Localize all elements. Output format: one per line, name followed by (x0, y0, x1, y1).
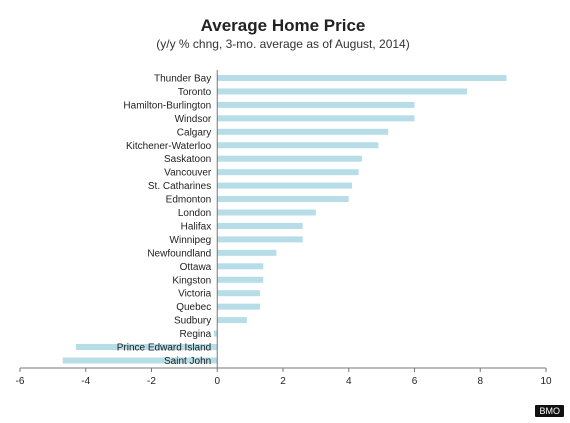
bar-saint-john (62, 357, 218, 364)
category-label: Victoria (178, 289, 212, 300)
category-label: Winnipeg (170, 235, 212, 246)
bars-group (62, 75, 507, 364)
category-label: Ottawa (180, 262, 212, 273)
category-label: Saskatoon (164, 154, 211, 165)
category-label: Toronto (178, 87, 212, 98)
bar-windsor (217, 115, 415, 122)
chart-subtitle: (y/y % chng, 3-mo. average as of August,… (156, 37, 409, 51)
bar-kitchener-waterloo (217, 142, 379, 149)
source-badge: BMO (535, 405, 564, 417)
category-label: Thunder Bay (154, 74, 211, 85)
category-label: St. Catharines (148, 181, 211, 192)
x-axis: -6 -4 -2 0 2 4 6 8 10 (16, 70, 552, 387)
category-labels: Thunder Bay Toronto Hamilton-Burlington Win… (117, 74, 212, 367)
bar-saskatoon (217, 155, 362, 162)
bar-edmonton (217, 196, 349, 203)
category-label: London (178, 208, 211, 219)
x-tick-label: 4 (346, 376, 352, 387)
category-label: Newfoundland (147, 248, 211, 259)
category-label: Calgary (177, 127, 211, 138)
bar-ottawa (217, 263, 264, 270)
bar-winnipeg (217, 236, 303, 243)
bar-kingston (217, 276, 264, 283)
category-label: Vancouver (164, 168, 212, 179)
x-tick-label: 2 (280, 376, 286, 387)
chart-title: Average Home Price (201, 16, 366, 35)
category-label: Windsor (175, 114, 212, 125)
x-tick-label: -6 (16, 376, 25, 387)
x-tick-label: -4 (81, 376, 90, 387)
category-label: Hamilton-Burlington (123, 100, 211, 111)
bar-london (217, 209, 316, 216)
bar-calgary (217, 128, 389, 135)
category-label: Saint John (164, 356, 211, 367)
bar-toronto (217, 88, 468, 95)
category-label: Kingston (172, 275, 211, 286)
x-tick-label: 6 (412, 376, 418, 387)
x-tick-label: 10 (540, 376, 552, 387)
x-tick-label: 8 (477, 376, 483, 387)
x-tick-label: -2 (147, 376, 156, 387)
bar-regina (213, 330, 218, 337)
category-label: Quebec (176, 302, 211, 313)
x-tick-label: 0 (214, 376, 220, 387)
bar-newfoundland (217, 249, 277, 256)
bar-prince-edward-island (75, 344, 218, 350)
bar-victoria (217, 290, 260, 297)
category-label: Prince Edward Island (117, 343, 212, 354)
category-label: Regina (180, 329, 212, 340)
bar-thunder-bay (217, 75, 507, 81)
category-label: Kitchener-Waterloo (126, 141, 212, 152)
bar-halifax (217, 222, 303, 229)
category-label: Sudbury (174, 316, 211, 327)
bar-sudbury (217, 317, 247, 324)
bar-vancouver (217, 169, 359, 176)
category-label: Edmonton (166, 195, 212, 206)
bar-quebec (217, 303, 260, 310)
category-label: Halifax (181, 221, 212, 232)
bar-hamilton-burlington (217, 101, 415, 108)
bar-st-catharines (217, 182, 353, 189)
